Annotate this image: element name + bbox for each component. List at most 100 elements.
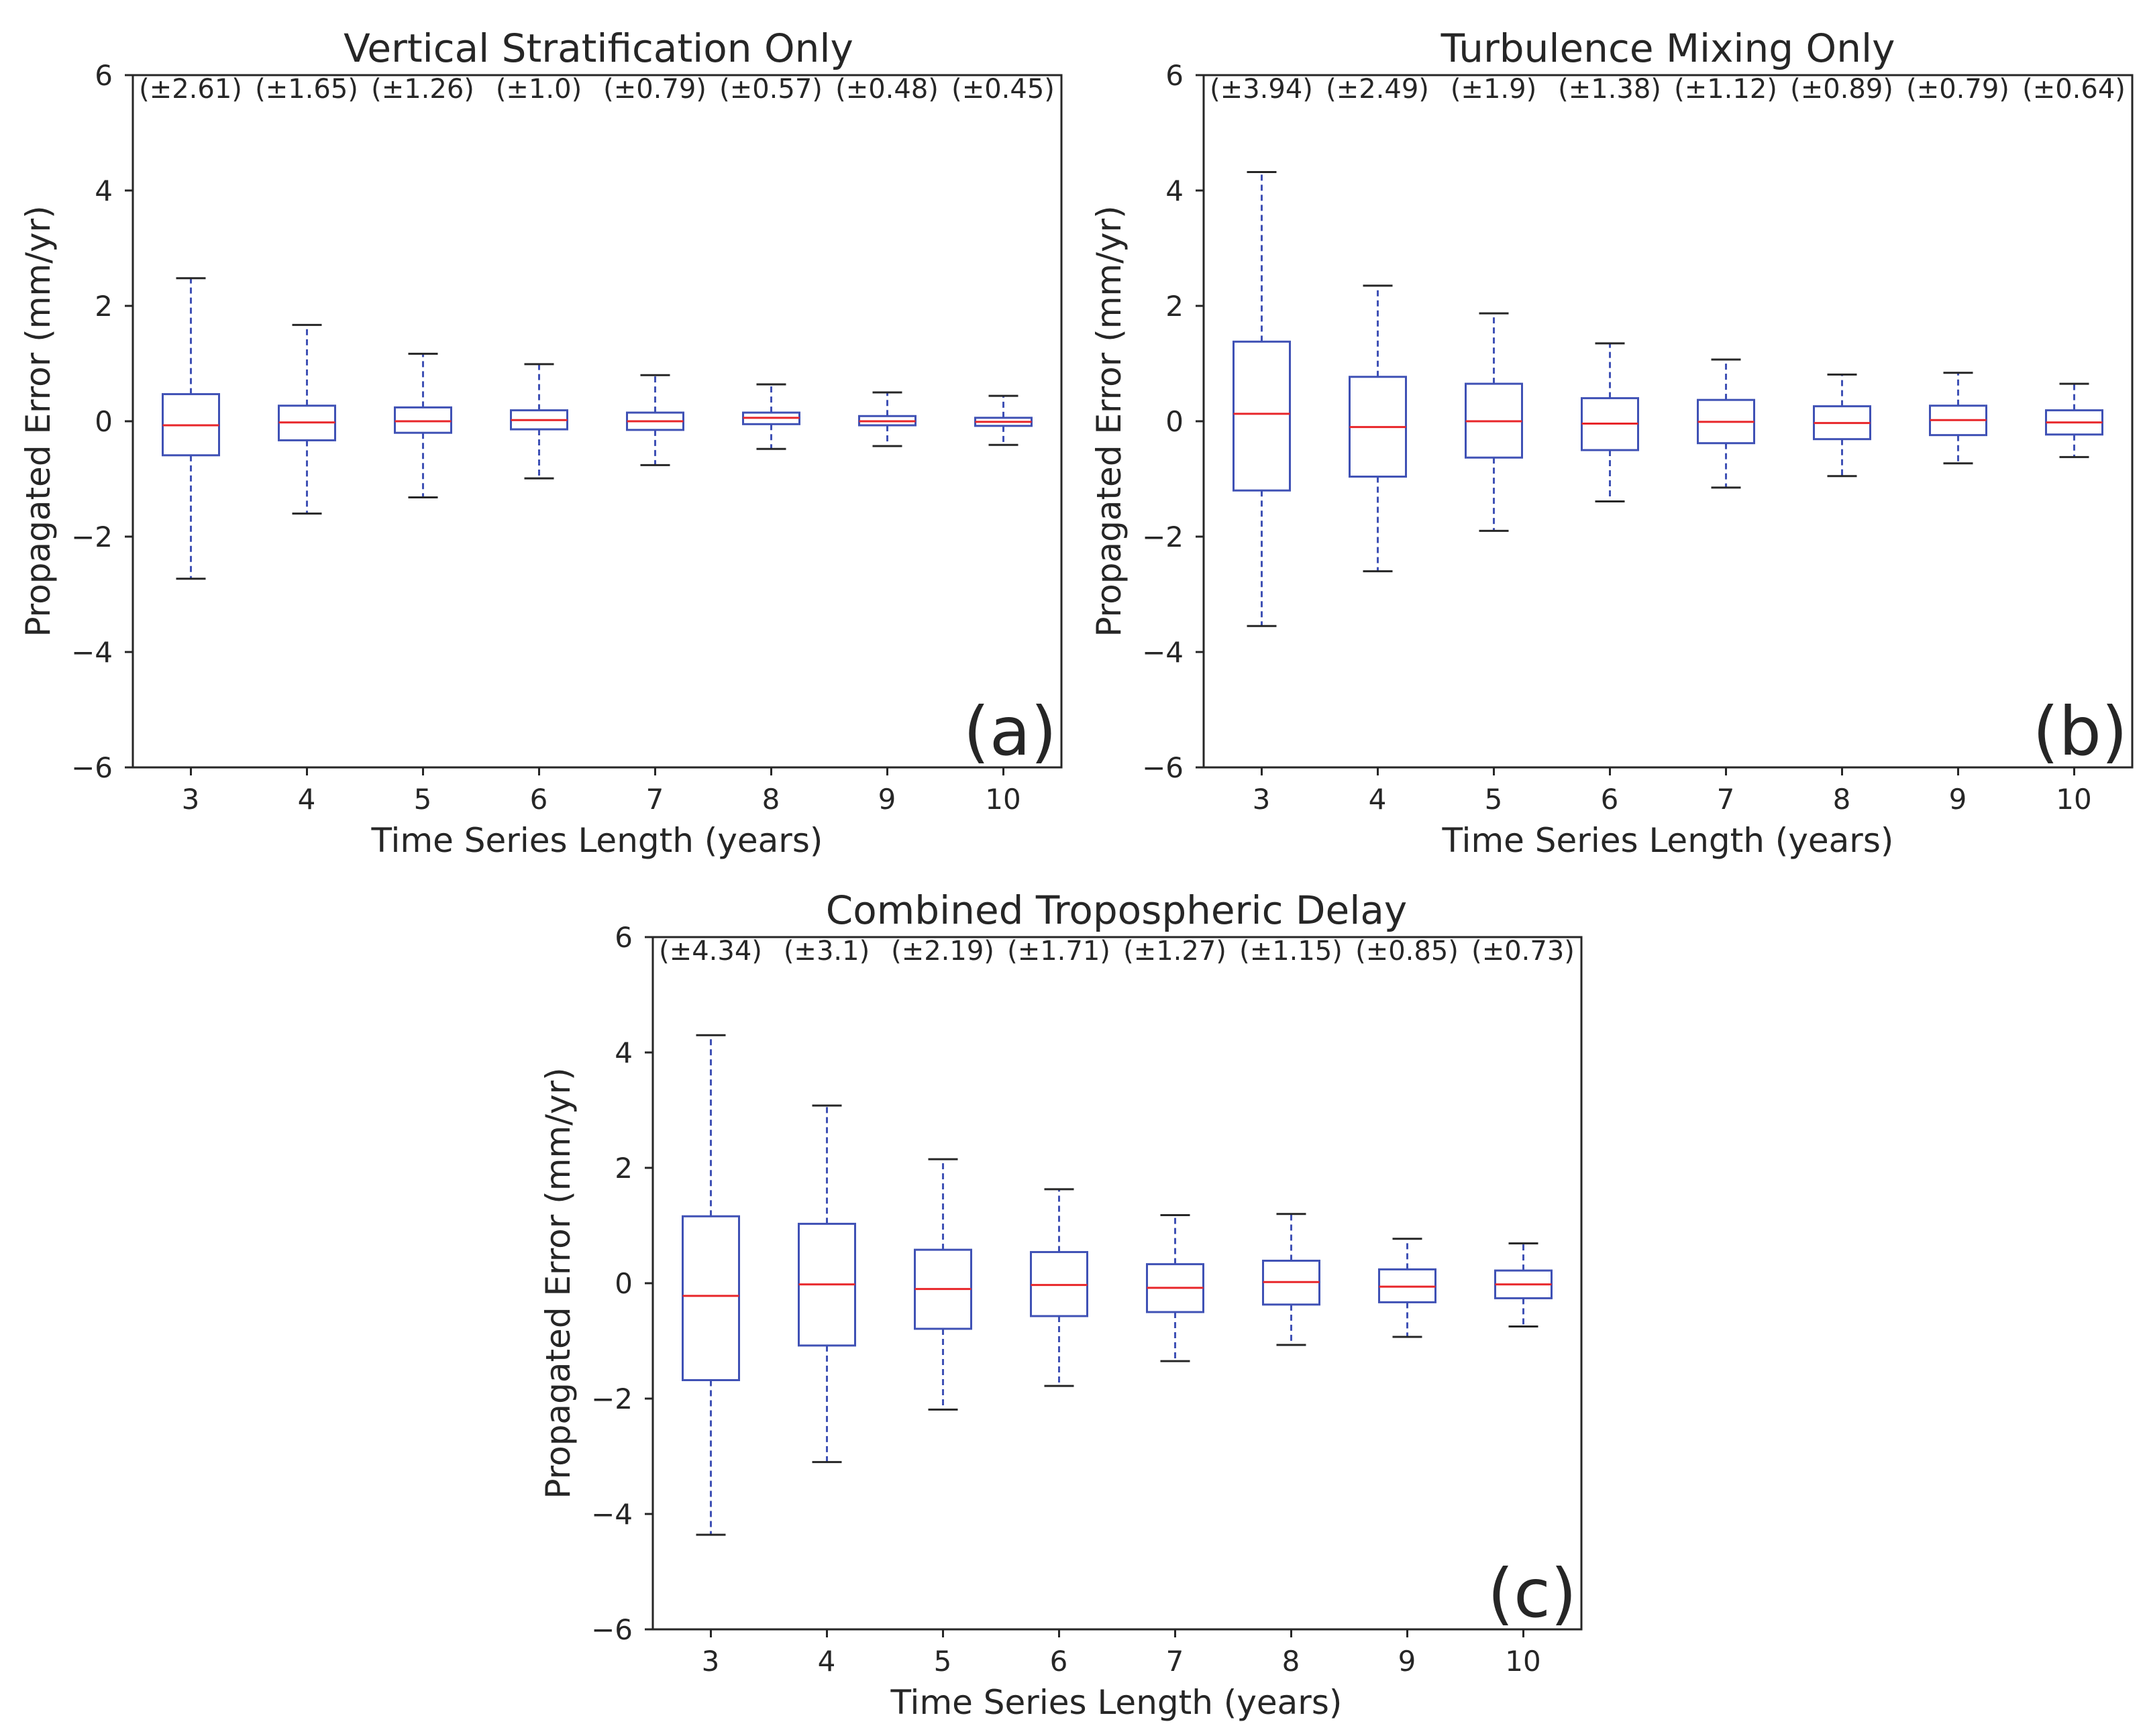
std-annotation: (±3.1)	[784, 936, 870, 967]
x-tick-label: 5	[414, 783, 432, 816]
y-tick-label: −6	[71, 751, 113, 784]
std-annotation: (±0.79)	[1906, 74, 2009, 105]
panel-c: Combined Tropospheric Delay 6 4 2 0 −2 −…	[539, 887, 1583, 1722]
y-tick-label: 6	[95, 59, 113, 92]
panel-a-label: (a)	[963, 692, 1057, 771]
panel-a-y-axis: 6 4 2 0 −2 −4 −6	[71, 59, 113, 784]
y-tick-label: −4	[591, 1498, 633, 1531]
y-tick-label: 4	[1165, 174, 1184, 207]
panel-b-y-label: Propagated Error (mm/yr)	[1090, 205, 1129, 637]
panel-c-label: (c)	[1487, 1554, 1577, 1633]
x-tick-label: 8	[1282, 1645, 1300, 1678]
x-tick-label: 3	[702, 1645, 720, 1678]
x-tick-label: 7	[646, 783, 664, 816]
panel-b-label: (b)	[2032, 692, 2128, 771]
x-tick-label: 9	[878, 783, 896, 816]
panel-a-x-axis: 3 4 5 6 7 8 9 10	[182, 783, 1021, 816]
panel-b-boxes	[1196, 74, 2103, 775]
x-tick-label: 3	[1253, 783, 1271, 816]
panel-a-x-label: Time Series Length (years)	[371, 821, 823, 860]
panel-c-x-axis: 3 4 5 6 7 8 9 10	[702, 1645, 1541, 1678]
panel-c-annotations: (±4.34) (±3.1) (±2.19) (±1.71) (±1.27) (…	[659, 936, 1575, 967]
x-tick-label: 4	[818, 1645, 836, 1678]
panel-a-plot-area	[132, 74, 1063, 769]
x-tick-label: 10	[2056, 783, 2091, 816]
panel-b-x-axis: 3 4 5 6 7 8 9 10	[1253, 783, 2092, 816]
std-annotation: (±1.38)	[1558, 74, 1661, 105]
x-tick-label: 6	[1601, 783, 1619, 816]
y-tick-label: 2	[615, 1152, 633, 1185]
x-tick-label: 8	[1833, 783, 1851, 816]
panel-c-plot-area	[651, 936, 1583, 1631]
panel-c-x-label: Time Series Length (years)	[890, 1683, 1343, 1722]
panel-b-x-label: Time Series Length (years)	[1442, 821, 1894, 860]
std-annotation: (±1.9)	[1451, 74, 1536, 105]
y-tick-label: 0	[95, 405, 113, 438]
std-annotation: (±4.34)	[659, 936, 762, 967]
y-tick-label: −4	[71, 636, 113, 669]
panel-b: Turbulence Mixing Only 6 4 2 0 −2 −4 −6 …	[1090, 25, 2134, 860]
panel-c-boxes	[645, 936, 1553, 1637]
x-tick-label: 3	[182, 783, 200, 816]
panel-b-plot-area	[1202, 74, 2134, 769]
std-annotation: (±1.12)	[1674, 74, 1777, 105]
x-tick-label: 10	[1505, 1645, 1540, 1678]
std-annotation: (±2.61)	[139, 74, 242, 105]
std-annotation: (±0.79)	[603, 74, 706, 105]
panel-a-annotations: (±2.61) (±1.65) (±1.26) (±1.0) (±0.79) (…	[139, 74, 1055, 105]
panel-c-y-label: Propagated Error (mm/yr)	[539, 1067, 578, 1499]
y-tick-label: 6	[615, 921, 633, 954]
y-tick-label: −2	[591, 1382, 633, 1415]
x-tick-label: 6	[530, 783, 548, 816]
std-annotation: (±1.27)	[1123, 936, 1226, 967]
x-tick-label: 4	[1369, 783, 1387, 816]
y-tick-label: 0	[1165, 405, 1184, 438]
y-tick-label: 4	[95, 174, 113, 207]
y-tick-label: 6	[1165, 59, 1184, 92]
y-tick-label: −2	[71, 521, 113, 553]
x-tick-label: 9	[1949, 783, 1967, 816]
std-annotation: (±0.85)	[1355, 936, 1459, 967]
std-annotation: (±0.57)	[719, 74, 823, 105]
panel-a-boxes	[125, 74, 1033, 775]
y-tick-label: −4	[1142, 636, 1184, 669]
std-annotation: (±0.48)	[835, 74, 939, 105]
std-annotation: (±0.45)	[951, 74, 1055, 105]
y-tick-label: 2	[95, 290, 113, 323]
x-tick-label: 8	[762, 783, 780, 816]
std-annotation: (±3.94)	[1210, 74, 1313, 105]
x-tick-label: 6	[1050, 1645, 1068, 1678]
x-tick-label: 10	[985, 783, 1020, 816]
x-tick-label: 7	[1717, 783, 1735, 816]
x-tick-label: 4	[298, 783, 316, 816]
std-annotation: (±1.71)	[1007, 936, 1110, 967]
iqr-box	[682, 1215, 740, 1381]
std-annotation: (±1.65)	[255, 74, 358, 105]
panel-a-y-label: Propagated Error (mm/yr)	[19, 205, 58, 637]
panel-b-title: Turbulence Mixing Only	[1441, 25, 1895, 71]
y-tick-label: −6	[1142, 751, 1184, 784]
x-tick-label: 5	[1485, 783, 1503, 816]
std-annotation: (±2.19)	[891, 936, 994, 967]
panel-c-y-axis: 6 4 2 0 −2 −4 −6	[591, 921, 633, 1646]
panel-c-title: Combined Tropospheric Delay	[826, 887, 1407, 933]
std-annotation: (±0.64)	[2022, 74, 2126, 105]
std-annotation: (±2.49)	[1326, 74, 1429, 105]
y-tick-label: −6	[591, 1613, 633, 1646]
x-tick-label: 9	[1398, 1645, 1416, 1678]
std-annotation: (±1.0)	[496, 74, 582, 105]
y-tick-label: −2	[1142, 521, 1184, 553]
iqr-box	[394, 406, 452, 434]
panel-a-title: Vertical Stratification Only	[344, 25, 853, 71]
x-tick-label: 5	[934, 1645, 952, 1678]
y-tick-label: 4	[615, 1036, 633, 1069]
y-tick-label: 2	[1165, 290, 1184, 323]
std-annotation: (±1.26)	[371, 74, 474, 105]
std-annotation: (±1.15)	[1239, 936, 1343, 967]
panel-b-y-axis: 6 4 2 0 −2 −4 −6	[1142, 59, 1184, 784]
std-annotation: (±0.89)	[1790, 74, 1893, 105]
y-tick-label: 0	[615, 1267, 633, 1300]
x-tick-label: 7	[1166, 1645, 1184, 1678]
iqr-box	[1233, 340, 1291, 492]
